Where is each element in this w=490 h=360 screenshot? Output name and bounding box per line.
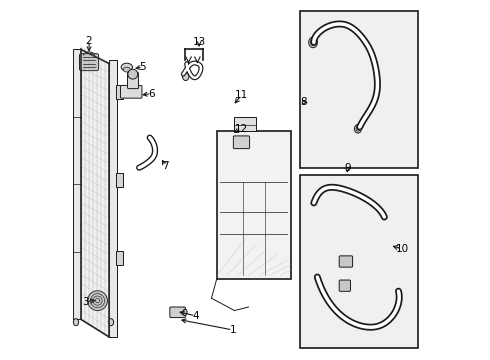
Text: 5: 5 <box>139 62 146 72</box>
Text: 11: 11 <box>235 90 248 100</box>
Text: 7: 7 <box>162 161 169 171</box>
Text: 4: 4 <box>192 311 199 321</box>
Text: 2: 2 <box>86 36 93 46</box>
Bar <box>109 60 117 337</box>
Ellipse shape <box>123 67 130 72</box>
Text: 3: 3 <box>82 297 89 307</box>
Text: 13: 13 <box>193 37 206 48</box>
FancyBboxPatch shape <box>170 307 185 318</box>
Text: 10: 10 <box>395 244 409 254</box>
Text: 1: 1 <box>229 325 236 335</box>
Ellipse shape <box>311 39 316 46</box>
Ellipse shape <box>309 37 318 48</box>
FancyBboxPatch shape <box>79 54 98 71</box>
Ellipse shape <box>183 309 187 315</box>
FancyBboxPatch shape <box>339 280 350 291</box>
Bar <box>300 175 418 348</box>
FancyBboxPatch shape <box>127 72 139 89</box>
FancyBboxPatch shape <box>233 136 249 149</box>
Text: 9: 9 <box>344 163 351 173</box>
Bar <box>73 49 81 319</box>
FancyBboxPatch shape <box>121 85 142 98</box>
Ellipse shape <box>356 127 360 131</box>
Ellipse shape <box>354 125 362 133</box>
Bar <box>234 117 256 131</box>
Text: 12: 12 <box>235 124 248 134</box>
Text: 8: 8 <box>300 98 307 107</box>
Bar <box>116 173 122 187</box>
Bar <box>116 85 122 99</box>
Bar <box>116 251 122 265</box>
Bar <box>300 11 418 168</box>
Ellipse shape <box>74 319 79 326</box>
Circle shape <box>88 291 107 311</box>
FancyBboxPatch shape <box>339 256 353 267</box>
Text: 6: 6 <box>148 89 155 99</box>
Circle shape <box>128 69 138 79</box>
FancyBboxPatch shape <box>217 131 291 279</box>
Ellipse shape <box>108 319 114 326</box>
Ellipse shape <box>121 63 132 71</box>
Ellipse shape <box>183 73 189 81</box>
